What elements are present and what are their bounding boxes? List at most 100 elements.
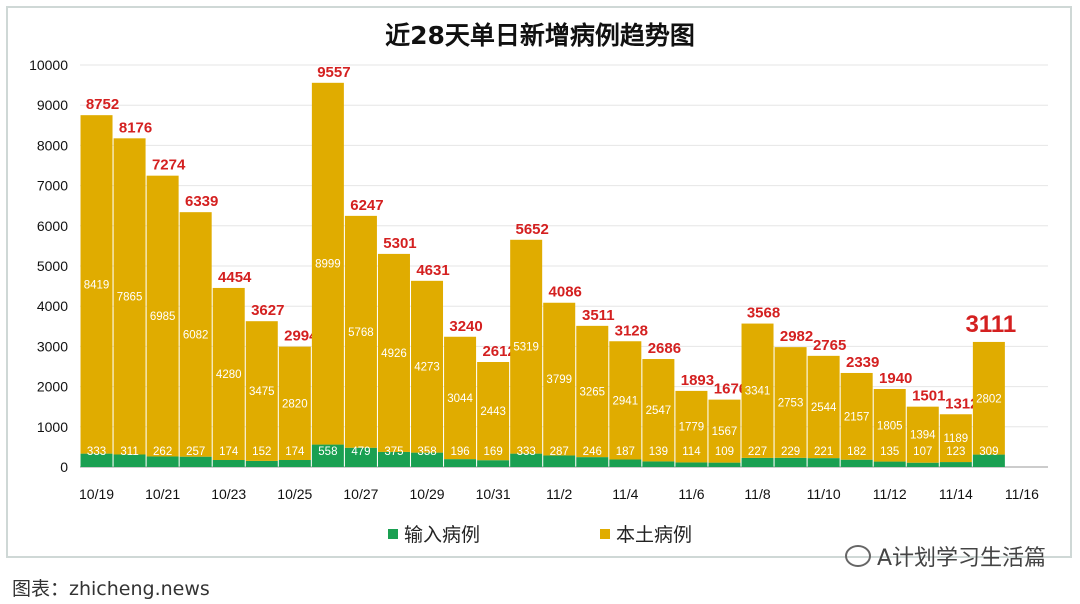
data-label-imported: 152 [252,446,271,458]
data-label-total: 9557 [317,64,350,81]
y-tick-label: 1000 [37,419,68,435]
data-label-total: 4454 [218,269,252,286]
data-label-imported: 174 [285,446,305,458]
bar-imported [444,459,477,467]
data-label-local: 2941 [613,395,639,407]
data-label-imported: 174 [219,446,239,458]
bar-local [179,212,212,457]
data-label-local: 8419 [84,279,110,291]
data-label-imported: 262 [153,446,172,458]
data-label-total: 2994 [284,328,318,345]
data-label-total: 8752 [86,96,119,113]
data-label-total: 3128 [615,322,648,339]
data-label-imported: 257 [186,446,205,458]
y-tick-label: 4000 [37,298,68,314]
data-label-total: 2612 [482,343,515,360]
data-label-imported: 358 [417,446,436,458]
legend-label-imported: 输入病例 [403,524,480,546]
data-label-imported: 479 [351,446,370,458]
data-label-imported: 114 [682,446,701,458]
bar-imported [741,457,774,467]
bar-local [972,341,1005,455]
chart-title: 近28天单日新增病例趋势图 [385,21,695,50]
data-label-imported: 287 [550,446,569,458]
bar-local [939,414,972,463]
watermark-text: A计划学习生活篇 [876,546,1046,571]
bar-imported [873,461,906,467]
data-label-local: 3044 [447,393,473,405]
data-label-total: 6247 [350,197,383,214]
data-label-local: 3265 [579,386,605,398]
y-tick-label: 10000 [29,57,68,73]
data-label-total: 3627 [251,302,284,319]
data-label-local: 1779 [679,422,705,434]
data-label-imported: 221 [814,446,833,458]
data-label-total: 1676 [714,381,747,398]
y-tick-label: 3000 [37,338,68,354]
data-label-local: 1567 [712,426,738,438]
x-tick-label: 10/21 [145,486,180,502]
data-label-local: 8999 [315,259,341,271]
y-tick-label: 9000 [37,97,68,113]
x-tick-label: 10/27 [343,486,378,502]
data-label-imported: 139 [649,446,668,458]
bar-local [212,287,245,461]
data-label-total: 2339 [846,354,879,371]
data-label-local: 2157 [844,411,870,423]
data-label-local: 4280 [216,369,242,381]
bar-local [807,355,840,459]
data-label-local: 1805 [877,420,903,432]
data-label-local: 4273 [414,362,440,374]
bar-imported [972,454,1005,467]
x-tick-label: 11/8 [744,486,770,502]
bar-imported [146,456,179,467]
data-label-imported: 227 [748,446,767,458]
bar-local [344,215,377,448]
data-label-local: 3341 [745,386,771,398]
bar-imported [543,455,576,467]
data-label-total: 3511 [582,307,615,324]
data-label-imported: 309 [979,446,998,458]
data-label-imported: 123 [946,446,965,458]
bar-local [675,390,708,463]
data-label-local: 2547 [646,405,672,417]
bar-imported [311,444,344,467]
data-label-imported: 333 [517,446,536,458]
data-label-imported: 182 [847,446,866,458]
data-label-local: 5319 [513,342,539,354]
x-tick-label: 11/4 [612,486,638,502]
data-label-imported: 107 [913,446,932,458]
bar-local [146,175,179,457]
bar-local [510,239,543,454]
bar-imported [377,451,410,467]
bar-local [609,341,642,460]
data-label-local: 7865 [117,291,143,303]
bar-imported [344,447,377,467]
bar-local [377,253,410,452]
bar-local [444,336,477,460]
bar-imported [939,462,972,467]
y-tick-label: 0 [60,459,68,475]
data-label-total: 8176 [119,119,152,136]
y-tick-label: 2000 [37,379,68,395]
bar-local [311,82,344,445]
legend-label-local: 本土病例 [616,524,693,546]
data-label-total: 1312 [945,395,978,412]
legend-swatch-imported [387,528,398,539]
x-tick-label: 10/19 [79,486,114,502]
bar-local [906,406,939,463]
data-label-imported: 135 [880,446,899,458]
bar-local [477,361,510,461]
data-label-imported: 558 [318,446,337,458]
bar-imported [179,456,212,467]
bar-imported [278,460,311,467]
data-label-total: 7274 [152,157,186,174]
legend-item-local: 本土病例 [600,520,692,547]
bar-imported [609,459,642,467]
data-label-local: 6985 [150,311,176,323]
bar-imported [807,458,840,467]
watermark: A计划学习生活篇 [844,540,1046,572]
bar-imported [510,453,543,467]
data-label-imported: 187 [616,446,635,458]
data-label-total: 4631 [416,262,449,279]
